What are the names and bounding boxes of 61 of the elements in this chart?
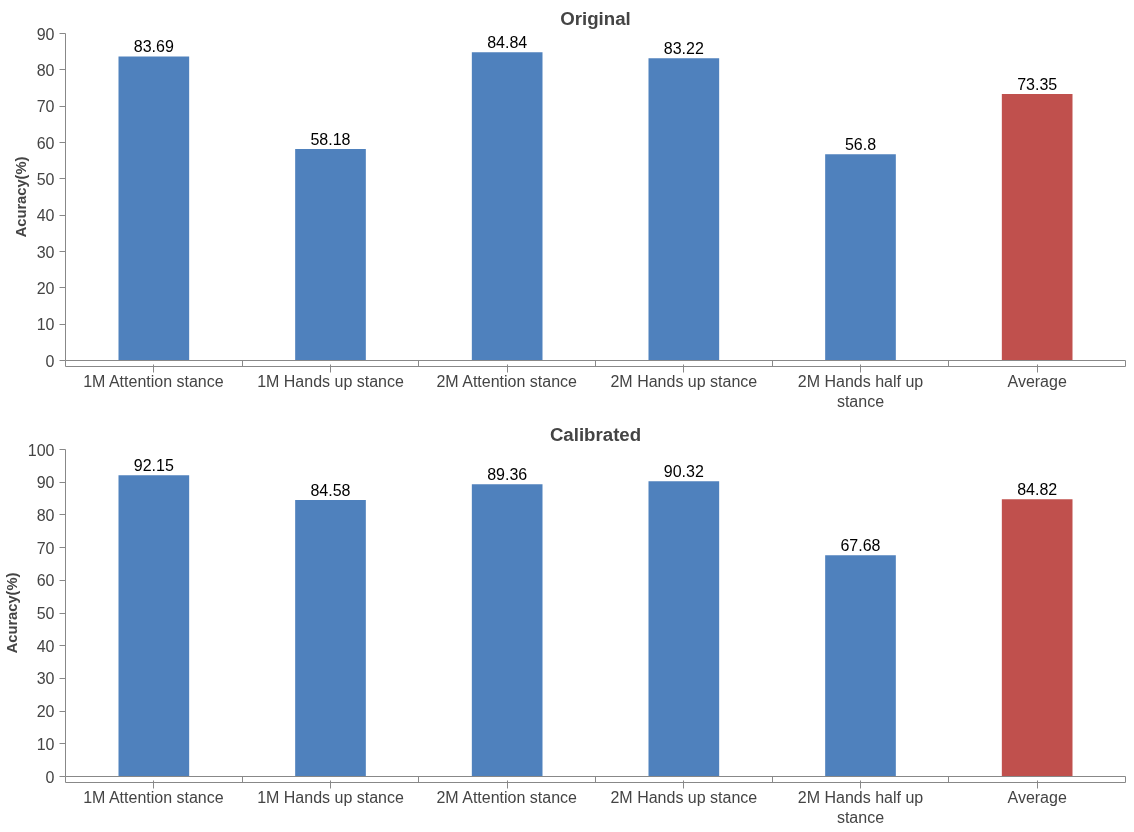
y-tick-label: 10 — [36, 735, 55, 753]
data-label: 56.8 — [844, 136, 877, 154]
y-tick-label: 20 — [36, 703, 55, 721]
bar — [471, 52, 543, 361]
y-tick-label: 30 — [36, 670, 55, 688]
bar — [648, 58, 720, 361]
y-tick-label: 0 — [45, 352, 55, 370]
data-label: 67.68 — [840, 537, 881, 555]
x-tick-label: 2M Attention stance — [436, 788, 578, 806]
x-tick-label: 2M Hands half up stance — [797, 372, 924, 410]
data-label: 89.36 — [487, 466, 528, 484]
x-tick-label: Average — [1007, 788, 1067, 806]
y-tick-label: 90 — [36, 25, 55, 43]
y-tick-label: 40 — [36, 207, 55, 225]
data-label: 83.22 — [663, 40, 704, 58]
x-tick-label: 1M Hands up stance — [257, 788, 404, 806]
bar — [1001, 499, 1073, 777]
y-tick-label: 10 — [36, 316, 55, 334]
bar — [1001, 94, 1073, 361]
y-axis-title: Acuracy(%) — [12, 156, 29, 238]
y-tick-label: 0 — [45, 768, 55, 786]
y-tick-label: 30 — [36, 243, 55, 261]
y-tick-label: 50 — [36, 170, 55, 188]
data-label: 92.15 — [133, 457, 174, 475]
y-tick-label: 80 — [36, 506, 55, 524]
y-tick-label: 90 — [36, 474, 55, 492]
bar — [118, 475, 190, 777]
x-tick-label: Average — [1007, 372, 1067, 390]
y-tick-label: 100 — [27, 441, 55, 459]
bar — [471, 484, 543, 777]
y-axis-title: Acuracy(%) — [3, 572, 20, 654]
bar — [295, 149, 366, 361]
y-tick-label: 70 — [36, 98, 55, 116]
bar — [295, 499, 366, 777]
y-tick-label: 60 — [36, 134, 55, 152]
x-tick-label: 2M Hands half up stance — [797, 788, 924, 826]
x-tick-label: 1M Attention stance — [83, 372, 224, 390]
bar — [648, 481, 720, 777]
data-label: 84.58 — [310, 481, 351, 499]
y-tick-label: 70 — [36, 539, 55, 557]
y-tick-label: 80 — [36, 61, 55, 79]
data-label: 83.69 — [133, 38, 174, 56]
x-tick-label: 2M Hands up stance — [610, 788, 758, 806]
bar — [825, 555, 896, 777]
y-tick-label: 60 — [36, 572, 55, 590]
data-label: 90.32 — [663, 463, 704, 481]
data-label: 84.84 — [487, 34, 528, 52]
bar — [118, 56, 190, 361]
y-tick-label: 40 — [36, 637, 55, 655]
bar — [825, 154, 896, 361]
x-tick-label: 2M Hands up stance — [610, 372, 758, 390]
x-tick-label: 2M Attention stance — [436, 372, 578, 390]
y-tick-label: 50 — [36, 605, 55, 622]
data-label: 73.35 — [1017, 76, 1058, 93]
data-label: 84.82 — [1017, 481, 1058, 499]
data-label: 58.18 — [310, 131, 351, 149]
x-tick-label: 1M Attention stance — [83, 788, 224, 806]
chart-title: Calibrated — [549, 423, 642, 445]
chart-title: Original — [560, 7, 631, 29]
x-tick-label: 1M Hands up stance — [257, 372, 404, 390]
y-tick-label: 20 — [36, 279, 55, 297]
